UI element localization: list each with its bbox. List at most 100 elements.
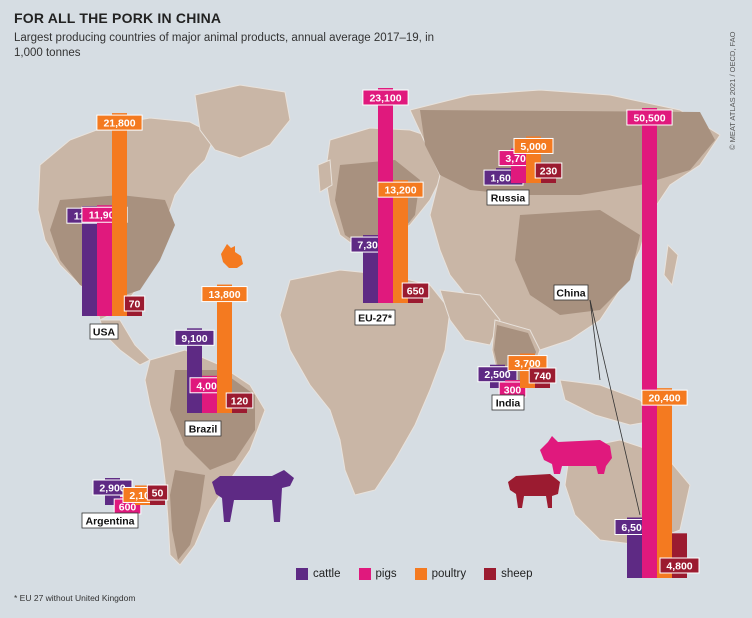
country-label-eu-27: EU-27* [358, 313, 393, 325]
pig-icon-shape [540, 436, 612, 474]
footnote: * EU 27 without United Kingdom [14, 593, 136, 603]
rooster-icon [221, 244, 243, 268]
value-label-russia-cattle: 1,600 [490, 173, 516, 185]
value-label-argentina-pigs: 600 [119, 502, 137, 514]
country-label-india: India [496, 398, 521, 410]
cattle-icon [212, 470, 294, 522]
value-box-brazil-cattle [174, 329, 215, 346]
legend-label-pigs: pigs [375, 568, 397, 580]
value-label-china-pigs: 50,500 [633, 113, 665, 125]
pig-icon [540, 436, 612, 474]
china-leader-line-2 [589, 299, 601, 381]
bar-eu-27-sheep [408, 295, 423, 303]
china-shape [515, 210, 640, 315]
bar-usa-poultry [112, 113, 127, 316]
legend-item-sheep: sheep [484, 568, 532, 580]
sheep-icon-shape [508, 474, 560, 508]
value-label-brazil-cattle: 9,100 [181, 333, 207, 345]
bar-usa-cattle [82, 206, 97, 316]
uk-landmass [317, 159, 333, 193]
legend-item-poultry: poultry [414, 568, 467, 580]
legend-swatch-poultry [414, 568, 427, 580]
value-box-china-pigs [626, 109, 673, 126]
value-box-china-poultry [641, 389, 688, 406]
legend: cattle pigs poultry sheep [296, 568, 532, 580]
country-label-argentina: Argentina [85, 516, 134, 528]
country-label-box-russia [486, 189, 530, 206]
legend-label-poultry: poultry [431, 568, 467, 580]
bar-china-pigs [642, 108, 657, 578]
arabia-landmass [439, 289, 501, 346]
value-label-eu-27-poultry: 13,200 [384, 185, 416, 197]
bar-india-sheep [535, 380, 550, 388]
value-label-argentina-cattle: 2,900 [99, 483, 125, 495]
bar-eu-27-poultry [393, 180, 408, 303]
value-label-brazil-poultry: 13,800 [208, 289, 240, 301]
value-label-india-pigs: 300 [504, 385, 522, 397]
argentina-shape [170, 470, 205, 560]
value-box-argentina-sheep [146, 484, 169, 501]
country-label-box-india [491, 394, 525, 411]
value-box-eu-27-sheep [401, 282, 430, 299]
value-box-india-poultry [507, 355, 548, 372]
sheep-icon [508, 474, 560, 508]
country-label-brazil: Brazil [189, 424, 218, 436]
value-label-eu-27-pigs: 23,100 [369, 93, 401, 105]
legend-label-cattle: cattle [313, 568, 341, 580]
legend-swatch-cattle [296, 568, 308, 580]
legend-item-pigs: pigs [358, 568, 397, 580]
country-label-box-brazil [184, 420, 222, 437]
legend-item-cattle: cattle [296, 568, 341, 580]
bar-russia-sheep [541, 175, 556, 183]
rooster-icon-shape [221, 244, 243, 268]
value-label-india-cattle: 2,500 [484, 369, 510, 381]
value-label-russia-poultry: 5,000 [520, 141, 546, 153]
bar-china-poultry [657, 388, 672, 578]
value-label-russia-pigs: 3,700 [505, 153, 531, 165]
china-leader-line [589, 299, 641, 516]
legend-swatch-pigs [358, 568, 371, 580]
bar-argentina-sheep [150, 497, 165, 505]
bar-group-eu-27: 7,300 23,100 13,200 650 EU-27* [350, 88, 430, 326]
bar-usa-sheep [127, 308, 142, 316]
value-box-russia-poultry [513, 137, 554, 154]
bar-brazil-poultry [217, 284, 232, 413]
chart-subtitle: Largest producing countries of major ani… [14, 32, 435, 59]
japan-landmass [663, 243, 679, 287]
bar-group-china: 6,500 50,500 20,400 4,800 China [553, 108, 700, 578]
bar-group-brazil: 9,100 4,000 13,800 120 Brazil [174, 284, 254, 437]
value-label-china-cattle: 6,500 [621, 522, 647, 534]
country-label-usa: USA [93, 327, 116, 339]
legend-swatch-sheep [484, 568, 497, 580]
country-label-box-argentina [81, 512, 139, 529]
value-box-eu-27-pigs [362, 89, 409, 106]
bar-brazil-sheep [232, 405, 247, 413]
value-label-china-poultry: 20,400 [648, 393, 680, 405]
value-label-brazil-pigs: 4,000 [196, 380, 222, 392]
chart-title: FOR ALL THE PORK IN CHINA [14, 10, 222, 26]
value-label-brazil-sheep: 120 [231, 396, 249, 408]
value-box-eu-27-poultry [377, 181, 424, 198]
value-box-usa-sheep [123, 295, 146, 312]
value-label-russia-sheep: 230 [540, 166, 558, 178]
value-box-china-sheep [659, 557, 700, 574]
value-label-usa-poultry: 21,800 [103, 118, 135, 130]
value-label-india-poultry: 3,700 [514, 358, 540, 370]
value-box-russia-sheep [534, 162, 563, 179]
country-label-box-usa [89, 323, 119, 340]
country-label-russia: Russia [491, 193, 526, 205]
value-label-eu-27-cattle: 7,300 [357, 240, 383, 252]
value-box-brazil-sheep [225, 392, 254, 409]
legend-label-sheep: sheep [501, 568, 533, 580]
greenland-landmass [194, 84, 291, 159]
value-box-brazil-poultry [201, 286, 248, 303]
value-box-india-sheep [528, 367, 557, 384]
value-box-usa-poultry [96, 114, 143, 131]
value-box-india-cattle [477, 366, 518, 383]
value-label-india-sheep: 740 [534, 371, 552, 383]
cattle-icon-shape [212, 470, 294, 522]
